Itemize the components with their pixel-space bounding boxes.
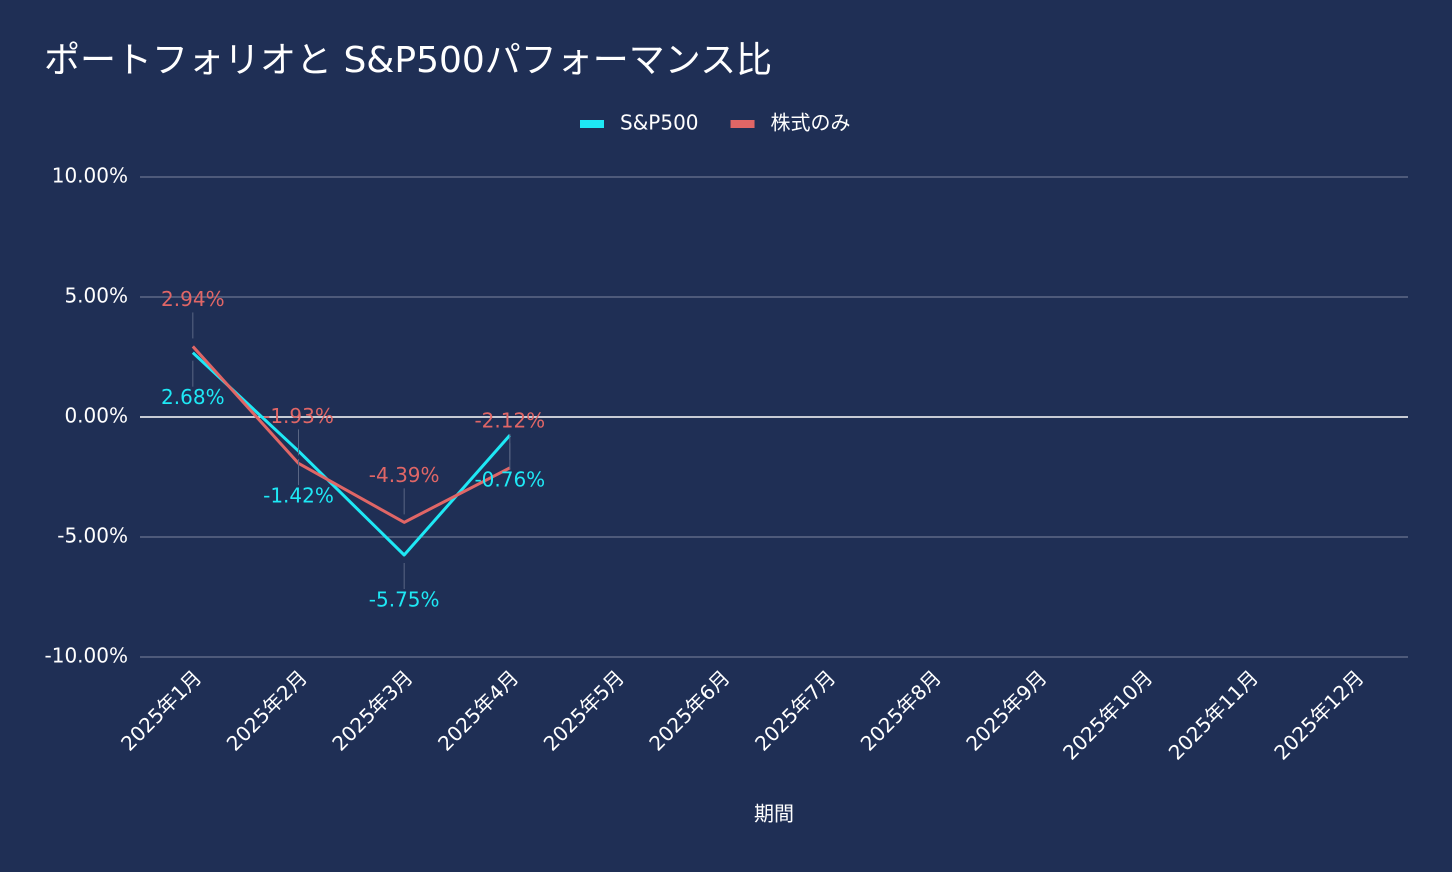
x-tick-label: 2025年3月 [327, 665, 417, 755]
x-tick-label: 2025年1月 [116, 665, 206, 755]
series-line [191, 351, 511, 557]
data-label: -4.39% [369, 463, 440, 487]
legend-label: 株式のみ [771, 111, 851, 135]
data-label: -1.93% [263, 404, 334, 428]
x-tick-label: 2025年4月 [433, 665, 523, 755]
data-label: -0.76% [474, 468, 545, 492]
x-tick-label: 2025年8月 [856, 665, 946, 755]
x-axis-title: 期間 [754, 802, 794, 826]
data-label: -1.42% [263, 484, 334, 508]
x-tick-label: 2025年12月 [1269, 665, 1368, 764]
legend-swatch [580, 120, 604, 128]
x-tick-label: 2025年10月 [1058, 665, 1157, 764]
x-tick-label: 2025年2月 [222, 665, 312, 755]
series-line [191, 345, 511, 524]
y-tick-label: 0.00% [64, 404, 128, 428]
x-tick-label: 2025年6月 [644, 665, 734, 755]
y-tick-label: -10.00% [45, 644, 128, 668]
data-label: -2.12% [474, 408, 545, 432]
legend-label: S&P500 [620, 111, 699, 135]
y-tick-label: 5.00% [64, 284, 128, 308]
y-tick-label: -5.00% [57, 524, 128, 548]
x-tick-label: 2025年9月 [961, 665, 1051, 755]
x-tick-label: 2025年11月 [1164, 665, 1263, 764]
y-tick-label: 10.00% [52, 164, 128, 188]
x-tick-label: 2025年7月 [750, 665, 840, 755]
chart-title: ポートフォリオと S&P500パフォーマンス比 [44, 40, 772, 81]
data-label: 2.68% [161, 385, 225, 409]
data-label: 2.94% [161, 287, 225, 311]
x-tick-label: 2025年5月 [539, 665, 629, 755]
data-label: -5.75% [369, 588, 440, 612]
legend-swatch [730, 120, 755, 128]
